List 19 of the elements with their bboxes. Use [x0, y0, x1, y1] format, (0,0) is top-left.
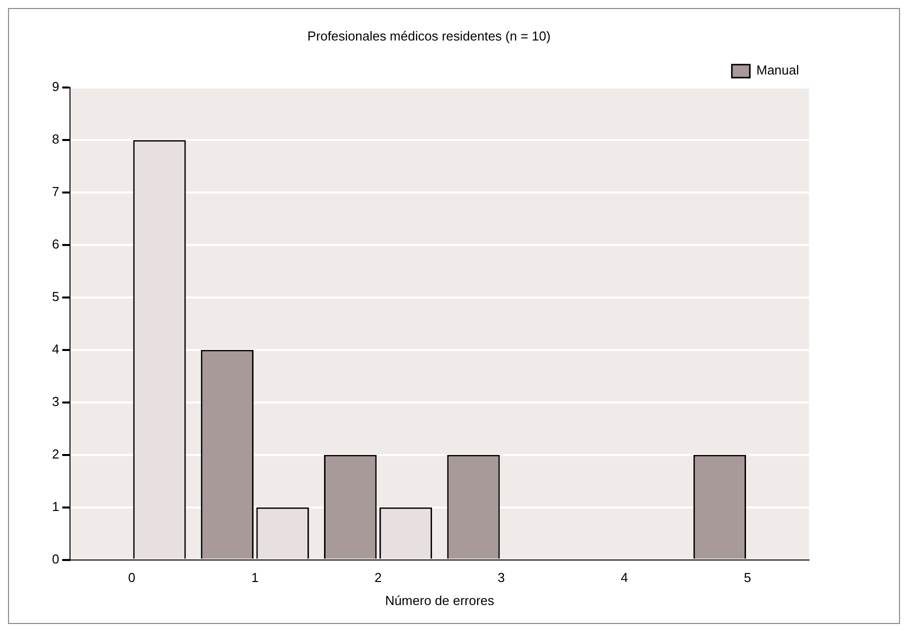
y-tick-label: 7: [52, 184, 60, 200]
x-tick-label: 4: [620, 570, 628, 586]
y-tick-label: 4: [52, 342, 60, 357]
legend-label: Manual: [756, 62, 800, 78]
y-tick-label: 3: [52, 394, 60, 409]
y-tick-label: 5: [52, 289, 60, 304]
x-axis-title: Número de errores: [385, 592, 495, 608]
y-tick-label: 0: [52, 551, 60, 566]
x-tick-label: 5: [744, 570, 752, 586]
x-tick-label: 2: [374, 570, 382, 586]
y-tick-label: 8: [52, 132, 60, 147]
x-tick-label: 3: [498, 570, 505, 586]
y-tick-label: 2: [52, 446, 60, 462]
chart-title: Profesionales médicos residentes (n = 10): [307, 28, 551, 44]
x-tick-label: 1: [251, 570, 259, 586]
y-tick-label: 1: [52, 498, 60, 514]
x-tick-label: 0: [128, 570, 136, 586]
y-tick-label: 9: [52, 79, 60, 94]
y-tick-label: 6: [52, 236, 60, 252]
